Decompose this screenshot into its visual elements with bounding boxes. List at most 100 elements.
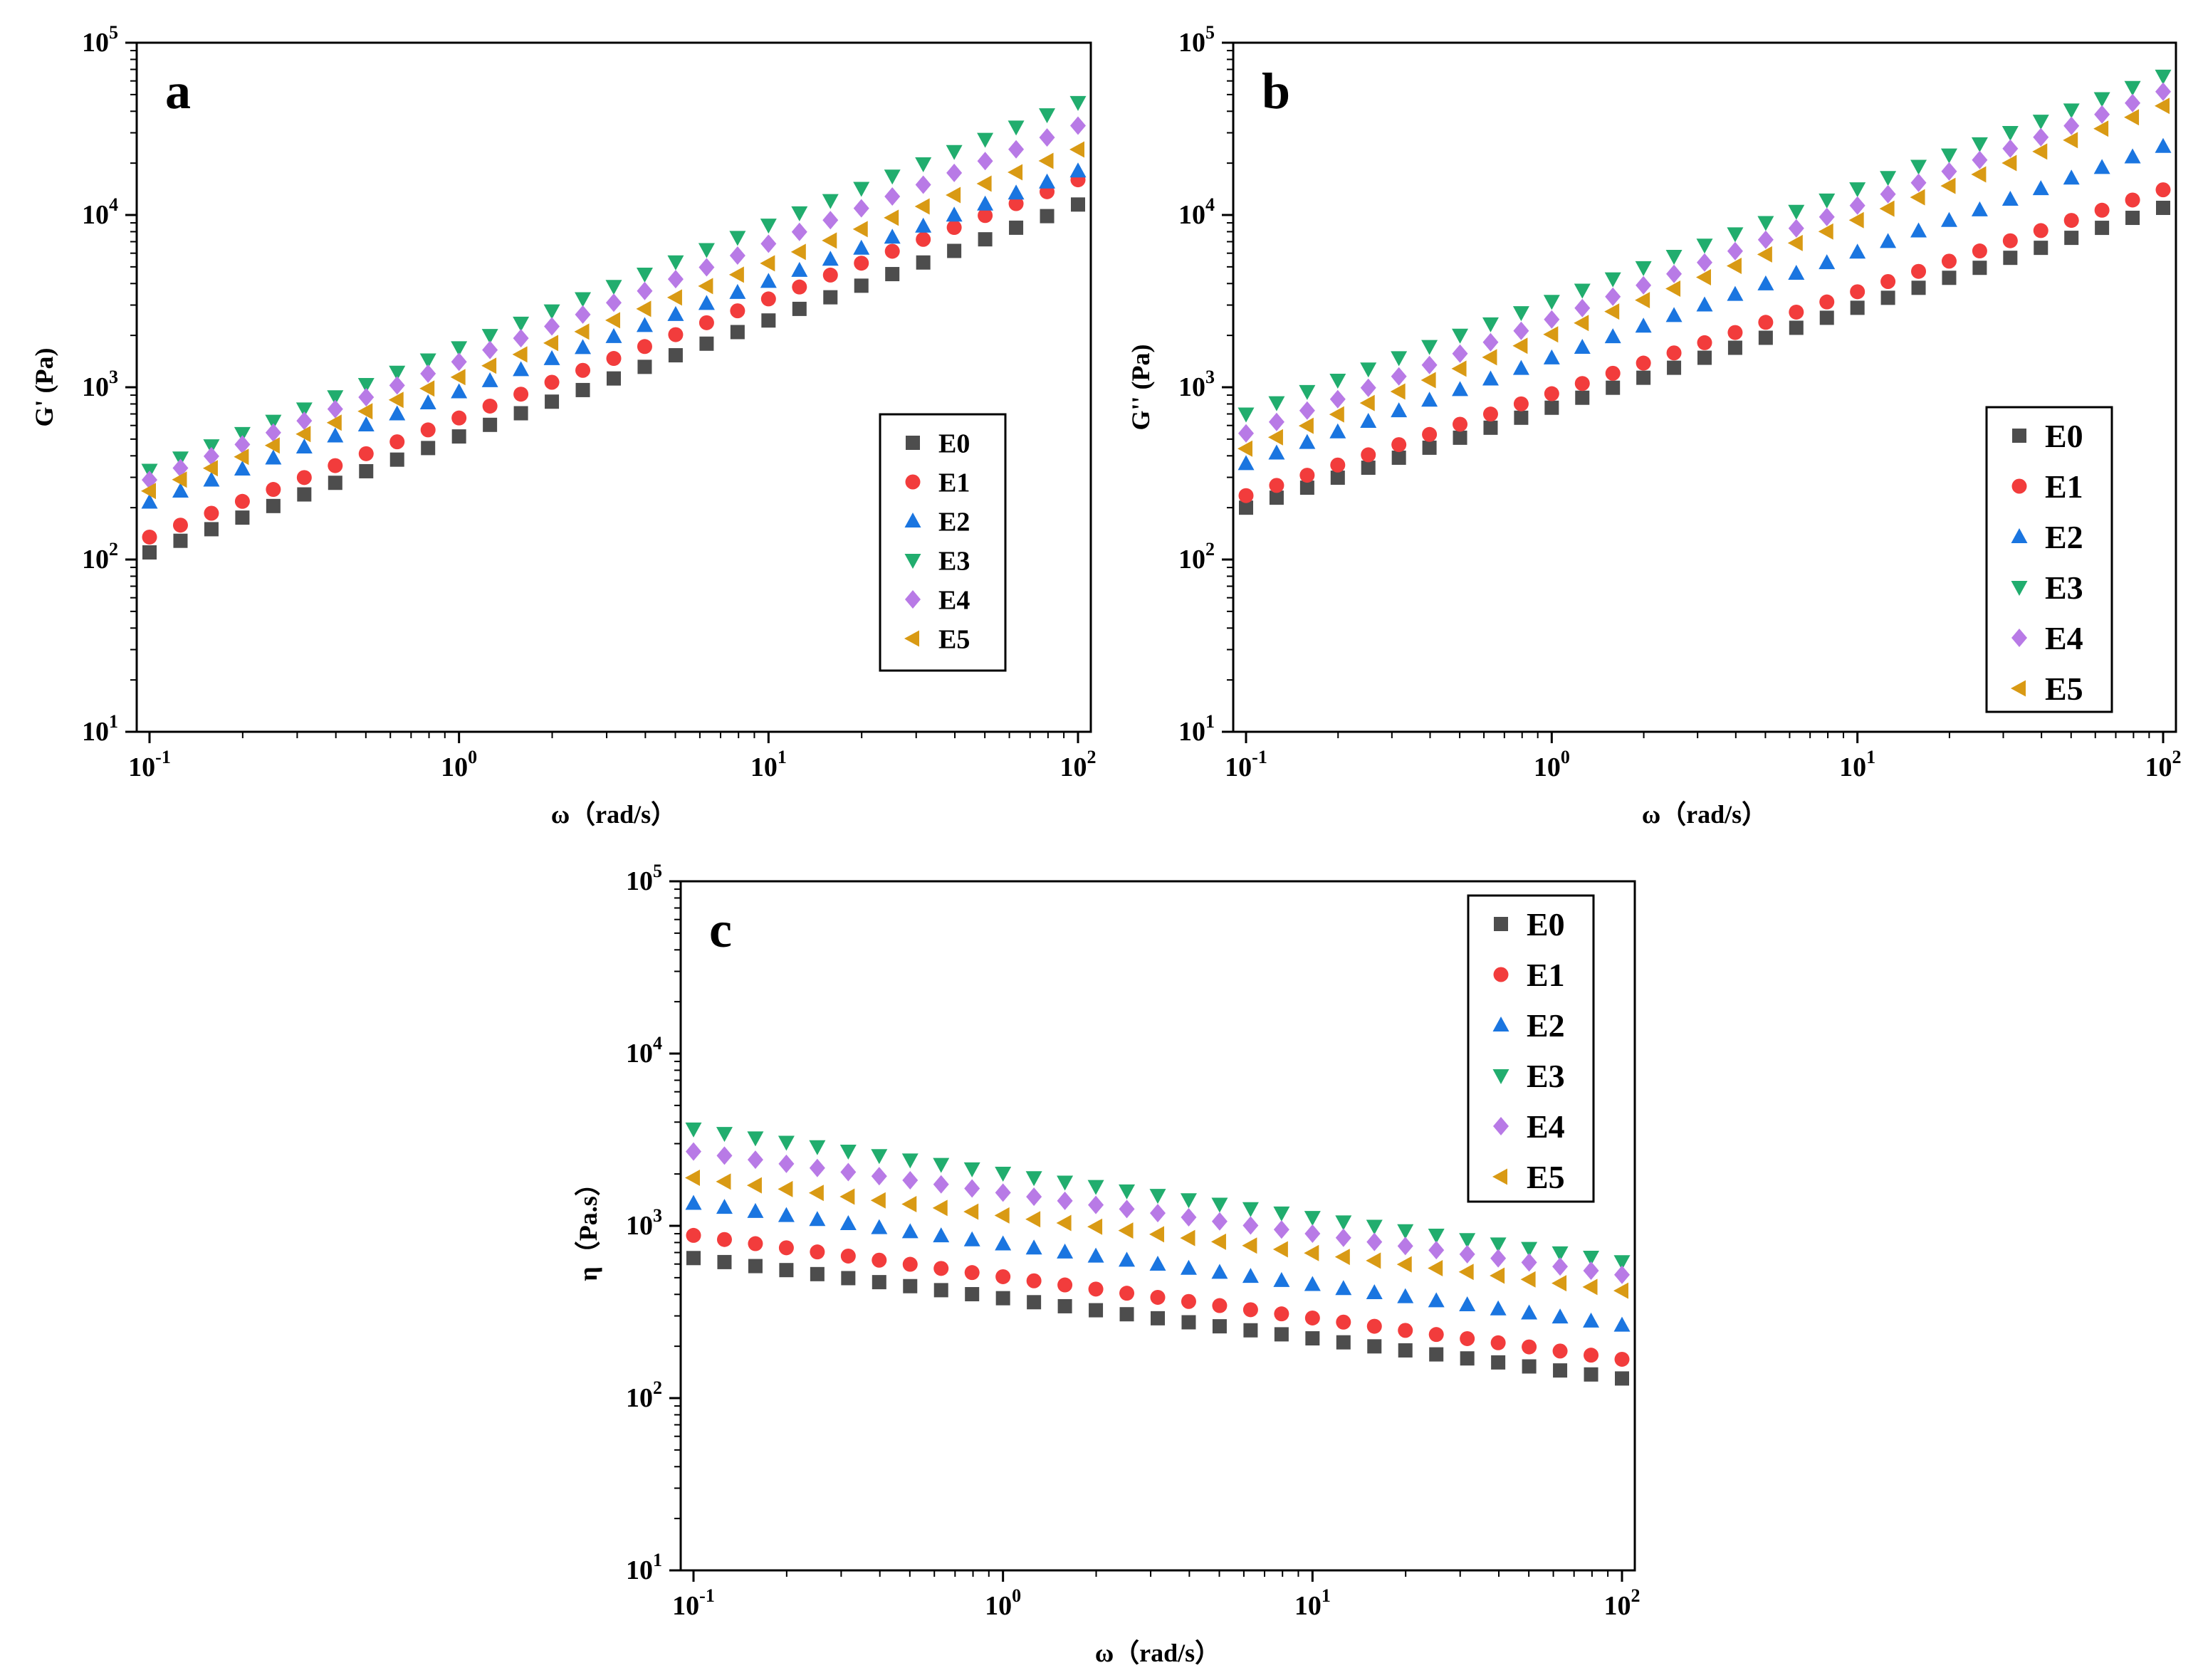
data-point	[903, 1279, 918, 1293]
data-point	[2002, 233, 2018, 248]
data-point	[1039, 108, 1056, 124]
data-point	[1614, 1351, 1630, 1367]
data-point	[420, 364, 436, 383]
legend-marker	[2012, 429, 2026, 443]
data-point	[1273, 1271, 1290, 1287]
data-point	[1089, 1303, 1104, 1318]
data-point	[1971, 166, 1987, 183]
data-point	[1239, 500, 1253, 515]
legend-marker	[2011, 581, 2028, 596]
data-point	[574, 323, 590, 340]
x-tick-label-base: 10	[1225, 752, 1252, 782]
data-point	[1329, 406, 1344, 423]
data-point	[1452, 328, 1469, 344]
x-tick-label: 100	[441, 747, 477, 782]
data-point	[1614, 1265, 1630, 1284]
legend-marker	[1492, 1168, 1507, 1185]
x-tick-label-exponent: -1	[699, 1585, 715, 1606]
data-point	[1299, 468, 1315, 483]
legend-label: E1	[2045, 468, 2083, 505]
data-point	[421, 441, 436, 456]
data-point	[606, 293, 622, 313]
data-point	[1181, 1207, 1197, 1227]
data-point	[1521, 1241, 1538, 1257]
data-point	[1008, 140, 1025, 159]
x-tick-label-base: 10	[750, 752, 778, 782]
y-tick-label: 104	[626, 1033, 662, 1069]
data-point	[543, 350, 560, 365]
data-point	[1025, 1239, 1042, 1255]
data-point	[1757, 216, 1774, 231]
data-point	[667, 270, 684, 289]
data-point	[389, 376, 405, 395]
data-point	[1335, 1280, 1352, 1296]
data-point	[1057, 1191, 1073, 1210]
data-point	[946, 220, 962, 236]
data-point	[792, 279, 807, 295]
x-tick-label-base: 10	[128, 752, 155, 782]
data-point	[1335, 1228, 1351, 1247]
legend-label: E4	[2045, 620, 2083, 656]
data-point	[234, 448, 249, 466]
data-point	[1880, 274, 1896, 290]
y-tick-label-exponent: 1	[109, 711, 118, 732]
series-E2	[685, 1195, 1631, 1332]
y-tick-label: 101	[1178, 711, 1215, 747]
data-point	[1069, 141, 1084, 158]
legend-marker	[906, 436, 920, 450]
data-point	[264, 437, 280, 454]
data-point	[1459, 1244, 1475, 1264]
data-point	[1026, 1273, 1042, 1288]
data-point	[1636, 275, 1652, 295]
data-point	[1520, 1271, 1536, 1288]
x-tick-label: 10-1	[672, 1585, 715, 1621]
data-point	[203, 439, 220, 455]
data-point	[1574, 298, 1591, 317]
data-point	[1366, 1318, 1382, 1334]
data-point	[1583, 1312, 1600, 1328]
data-point	[1574, 283, 1591, 299]
data-point	[901, 1223, 919, 1239]
x-tick-label-exponent: 1	[1866, 747, 1875, 767]
data-point	[1491, 1355, 1506, 1370]
data-point	[513, 406, 528, 421]
data-point	[915, 217, 932, 233]
data-point	[1459, 1296, 1476, 1312]
data-point	[636, 317, 653, 332]
data-point	[947, 243, 962, 258]
data-point	[977, 132, 994, 148]
data-point	[1330, 457, 1346, 473]
data-point	[2094, 105, 2110, 124]
data-point	[790, 243, 806, 261]
data-point	[605, 327, 622, 343]
y-tick-label-base: 10	[82, 200, 109, 230]
data-point	[1490, 1335, 1506, 1350]
data-point	[1151, 1311, 1165, 1325]
data-point	[1636, 370, 1651, 385]
legend-marker	[905, 474, 921, 490]
data-point	[1482, 370, 1499, 386]
data-point	[1696, 268, 1711, 285]
data-point	[1513, 321, 1529, 340]
data-point	[327, 427, 344, 443]
data-point	[1422, 440, 1437, 455]
data-point	[1635, 317, 1652, 333]
series-E5	[141, 141, 1084, 500]
y-tick-label-exponent: 2	[1205, 539, 1215, 560]
data-point	[1040, 209, 1055, 224]
legend-label: E1	[1527, 957, 1565, 993]
y-tick-label-exponent: 3	[653, 1205, 662, 1226]
data-point	[1605, 365, 1621, 381]
data-point	[2093, 120, 2109, 137]
data-point	[853, 182, 870, 197]
x-tick-label-exponent: 2	[2172, 747, 2182, 767]
data-point	[1242, 1268, 1259, 1283]
data-point	[822, 251, 839, 266]
data-point	[2032, 180, 2049, 196]
series-E4	[142, 116, 1086, 490]
legend-marker	[2011, 478, 2027, 494]
data-point	[1850, 284, 1866, 300]
y-tick-label: 105	[1178, 22, 1215, 58]
data-point	[1367, 1339, 1382, 1354]
data-point	[668, 348, 683, 363]
